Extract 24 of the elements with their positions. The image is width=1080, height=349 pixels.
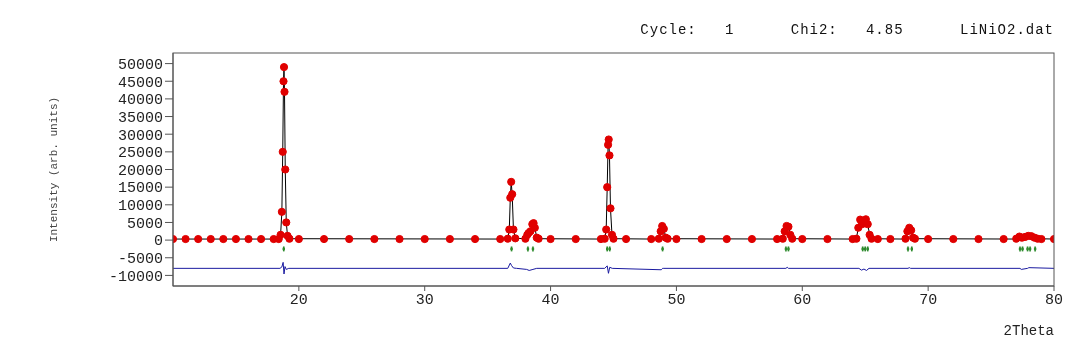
y-tick-label: 25000	[117, 145, 163, 163]
chart-title: Cycle: 1 Chi2: 4.85 LiNiO2.dat	[640, 22, 1054, 38]
y-tick-label: 45000	[117, 74, 163, 92]
y-tick-label: 5000	[126, 215, 163, 233]
y-tick-label: 15000	[117, 180, 163, 198]
x-tick-label: 20	[289, 291, 308, 309]
x-tick-label: 40	[541, 291, 560, 309]
y-tick-label: 30000	[117, 127, 163, 145]
y-tick-label: -5000	[117, 251, 163, 269]
x-tick-label: 30	[415, 291, 434, 309]
y-tick-label: 40000	[117, 92, 163, 110]
y-tick-label: -10000	[108, 268, 163, 286]
x-tick-label: 50	[667, 291, 686, 309]
x-tick-label: 60	[793, 291, 812, 309]
x-tick-label: 70	[919, 291, 938, 309]
line-series	[173, 261, 1054, 275]
y-tick-label: 10000	[117, 198, 163, 216]
y-tick-label: 20000	[117, 162, 163, 180]
y-tick-label: 50000	[117, 56, 163, 74]
y-tick-label: 0	[153, 233, 163, 251]
y-tick-label: 35000	[117, 109, 163, 127]
x-tick-label: 80	[1044, 291, 1064, 309]
y-axis-title: Intensity (arb. units)	[47, 96, 60, 243]
x-axis-title: 2Theta	[1003, 323, 1054, 339]
